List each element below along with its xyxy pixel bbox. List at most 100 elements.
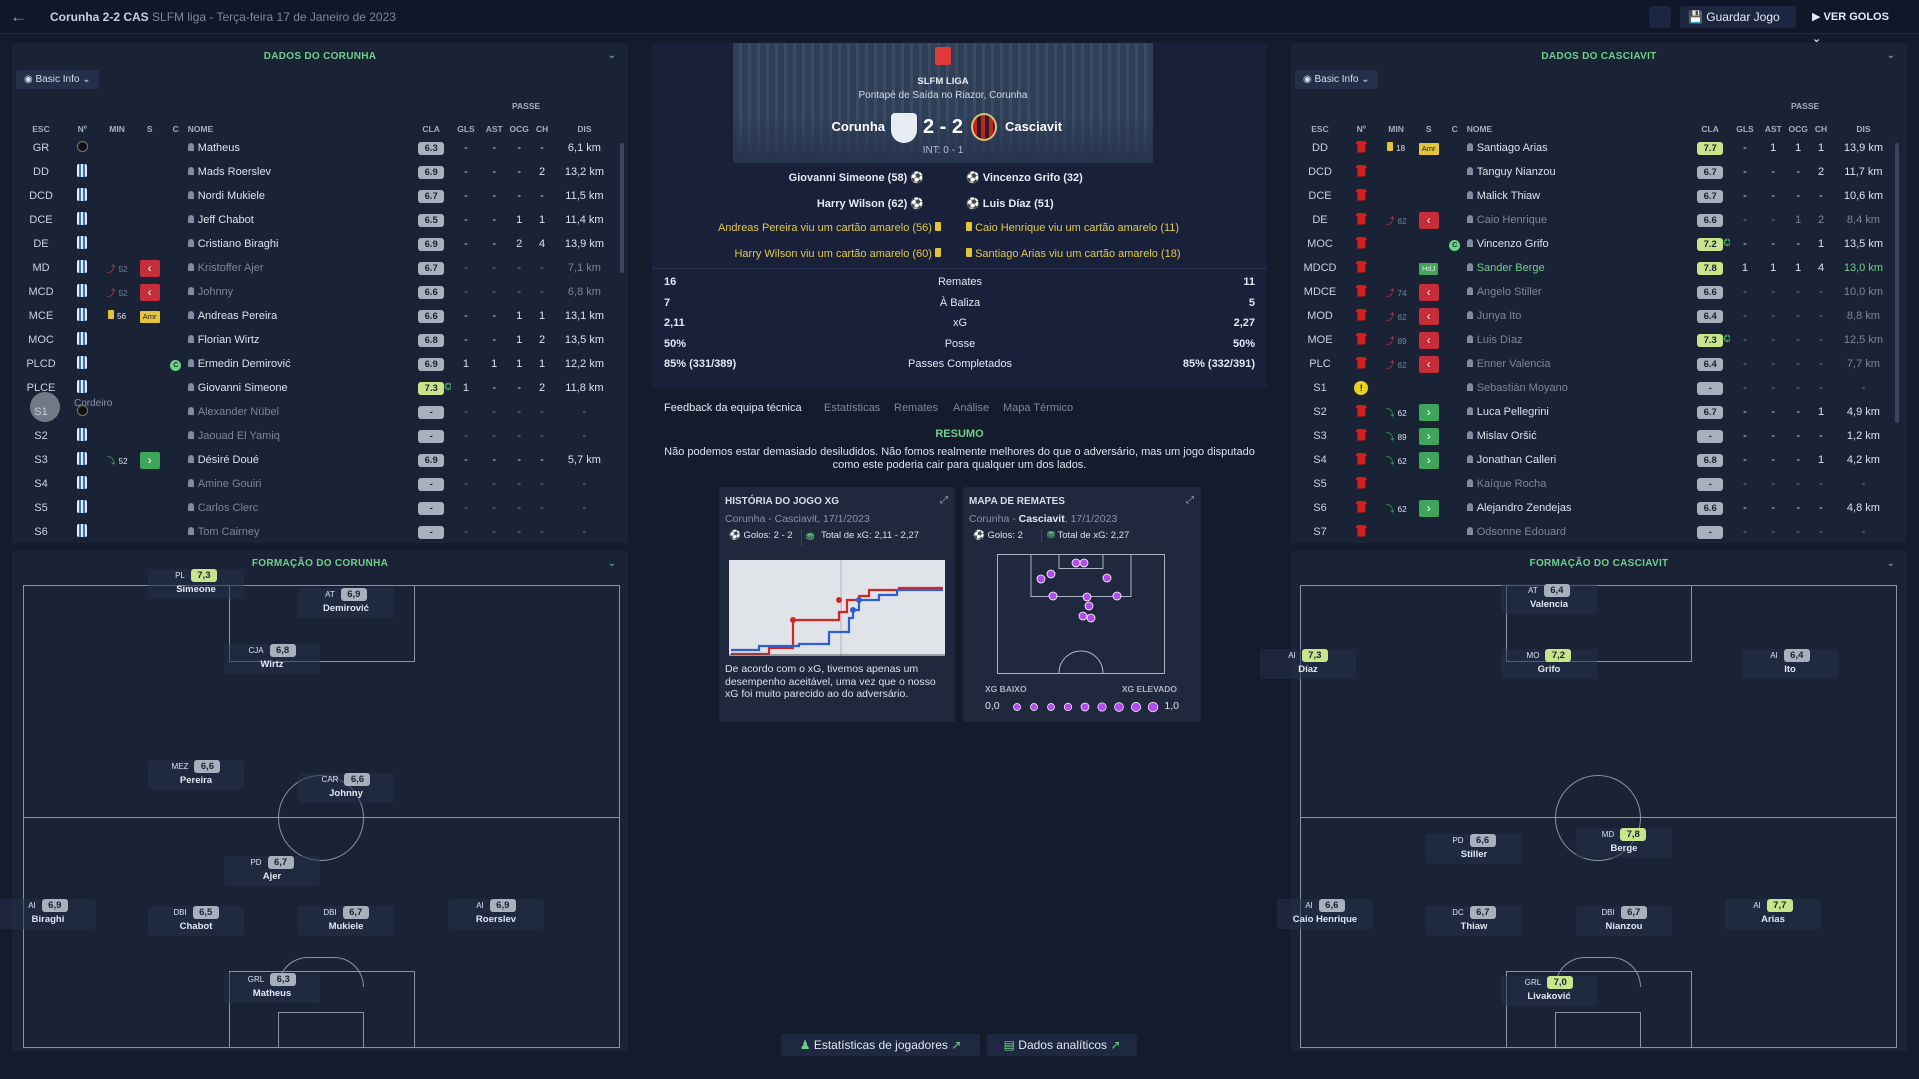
- options-button[interactable]: [1649, 6, 1671, 28]
- col-header-pos[interactable]: ESC: [32, 124, 50, 134]
- table-row[interactable]: MDCD HdJ Sander Berge 7.8 1 1 1 4 13,0 km: [1295, 256, 1895, 280]
- player-name[interactable]: Johnny: [197, 286, 234, 298]
- player-name[interactable]: Mislav Oršić: [1476, 430, 1537, 442]
- tab-shots[interactable]: Remates: [894, 402, 939, 414]
- col-header-chances[interactable]: OCG: [1788, 124, 1808, 134]
- player-name[interactable]: Sander Berge: [1476, 262, 1545, 274]
- col-header-sub[interactable]: S: [1425, 124, 1432, 134]
- col-header-num[interactable]: Nº: [1356, 124, 1366, 134]
- player-name[interactable]: Santiago Arias: [1476, 142, 1548, 154]
- table-row[interactable]: DCD Nordi Mukiele 6.7 - - - - 11,5 km: [16, 184, 616, 208]
- player-name[interactable]: Tom Cairney: [197, 526, 260, 538]
- player-name[interactable]: Giovanni Simeone: [197, 382, 288, 394]
- formation-player[interactable]: GRL 6,3 Matheus: [224, 973, 320, 1003]
- col-header-distance[interactable]: DIS: [577, 124, 592, 134]
- formation-player[interactable]: CJA 6,8 Wirtz: [224, 644, 320, 674]
- col-header-pos[interactable]: ESC: [1311, 124, 1329, 134]
- col-header-num[interactable]: Nº: [77, 124, 87, 134]
- col-header-name[interactable]: NOME: [1466, 124, 1493, 134]
- table-row[interactable]: PLCE Giovanni Simeone 7.3 ✪ 1 - - 2 11,8 km: [16, 376, 616, 400]
- col-header-ch[interactable]: CH: [535, 124, 549, 134]
- table-row[interactable]: S7 Odsonne Edouard - - - - - -: [1295, 520, 1895, 544]
- player-name[interactable]: Enner Valencia: [1476, 358, 1551, 370]
- formation-player[interactable]: DBI 6,7 Nianzou: [1576, 906, 1672, 936]
- formation-player[interactable]: PD 6,7 Ajer: [224, 856, 320, 886]
- col-header-min[interactable]: MIN: [109, 124, 125, 134]
- player-name[interactable]: Luca Pellegrini: [1476, 406, 1549, 418]
- table-row[interactable]: S3 ⤵ 52 › Désiré Doué 6.9- - - -5,7 km: [16, 448, 616, 472]
- chevron-down-icon[interactable]: ⌄: [607, 50, 616, 61]
- formation-player[interactable]: MO 7,2 Grifo: [1501, 649, 1597, 679]
- away-table-scrollbar[interactable]: [1895, 143, 1899, 423]
- formation-player[interactable]: AI 6,9 Biraghi: [0, 899, 96, 929]
- expand-icon[interactable]: ⤢: [940, 495, 948, 506]
- tab-analysis[interactable]: Análise: [953, 402, 990, 414]
- col-header-ch[interactable]: CH: [1814, 124, 1828, 134]
- formation-player[interactable]: DBI 6,7 Mukiele: [298, 906, 394, 936]
- home-team-name[interactable]: Corunha: [831, 119, 885, 134]
- formation-player[interactable]: AI 7,3 Díaz: [1260, 649, 1356, 679]
- player-name[interactable]: Vincenzo Grifo: [1476, 238, 1549, 250]
- col-header-chances[interactable]: OCG: [509, 124, 529, 134]
- col-header-name[interactable]: NOME: [187, 124, 214, 134]
- formation-player[interactable]: PL 7,3 Simeone: [148, 569, 244, 599]
- tab-statistics[interactable]: Estatísticas: [824, 402, 881, 414]
- table-row[interactable]: DCE Malick Thiaw 6.7 - - - - 10,6 km: [1295, 184, 1895, 208]
- formation-player[interactable]: MD 7,8 Berge: [1576, 828, 1672, 858]
- player-name[interactable]: Andreas Pereira: [197, 310, 278, 322]
- table-row[interactable]: MOD ⤴ 62 ‹ Junya Ito 6.4- - - -8,8 km: [1295, 304, 1895, 328]
- formation-player[interactable]: AI 7,7 Arias: [1725, 899, 1821, 929]
- table-row[interactable]: MOE ⤴ 89 ‹ Luis Díaz 7.3 ✪ - - - -12,5 km: [1295, 328, 1895, 352]
- tab-heatmap[interactable]: Mapa Térmico: [1003, 402, 1074, 414]
- home-table-scrollbar[interactable]: [620, 143, 624, 273]
- chevron-down-icon[interactable]: ⌄: [1886, 50, 1895, 61]
- xg-story-card[interactable]: HISTÓRIA DO JOGO XG ⤢ Corunha - Casciavi…: [719, 487, 955, 722]
- table-row[interactable]: MD ⤴ 52 ‹ Kristoffer Ajer 6.7- - - -7,1 km: [16, 256, 616, 280]
- player-name[interactable]: Alejandro Zendejas: [1476, 502, 1572, 514]
- formation-player[interactable]: MEZ 6,6 Pereira: [148, 760, 244, 790]
- player-name[interactable]: Caio Henrique: [1476, 214, 1548, 226]
- table-row[interactable]: S4 ⤵ 62 › Jonathan Calleri 6.8- - -1 4,2 km: [1295, 448, 1895, 472]
- player-name[interactable]: Carlos Clerc: [197, 502, 259, 514]
- analytics-data-button[interactable]: ▤ Dados analíticos ↗: [987, 1034, 1137, 1056]
- player-name[interactable]: Matheus: [197, 142, 240, 154]
- player-name[interactable]: Jeff Chabot: [197, 214, 254, 226]
- formation-player[interactable]: AI 6,4 Ito: [1742, 649, 1838, 679]
- player-name[interactable]: Alexander Nübel: [197, 406, 280, 418]
- formation-player[interactable]: AI 6,9 Roerslev: [448, 899, 544, 929]
- player-name[interactable]: Odsonne Edouard: [1476, 526, 1566, 538]
- view-goals-button[interactable]: ▶ VER GOLOS ⌄: [1804, 6, 1909, 45]
- player-name[interactable]: Jaouad El Yamiq: [197, 430, 280, 442]
- player-name[interactable]: Ermedin Demirović: [197, 358, 291, 370]
- formation-player[interactable]: DC 6,7 Thiaw: [1426, 906, 1522, 936]
- formation-player[interactable]: DBI 6,5 Chabot: [148, 906, 244, 936]
- table-row[interactable]: S6 Tom Cairney - - - - - -: [16, 520, 616, 544]
- chevron-down-icon[interactable]: ⌄: [607, 558, 616, 569]
- save-game-button[interactable]: 💾 Guardar Jogo: [1680, 6, 1796, 28]
- table-row[interactable]: PLC ⤴ 62 ‹ Enner Valencia 6.4- - - -7,7 km: [1295, 352, 1895, 376]
- formation-player[interactable]: PD 6,6 Stiller: [1426, 834, 1522, 864]
- table-row[interactable]: DE Cristiano Biraghi 6.9 - - 2 4 13,9 km: [16, 232, 616, 256]
- col-header-goals[interactable]: GLS: [1736, 124, 1754, 134]
- player-name[interactable]: Malick Thiaw: [1476, 190, 1541, 202]
- table-row[interactable]: MOC Florian Wirtz 6.8 - - 1 2 13,5 km: [16, 328, 616, 352]
- player-name[interactable]: Mads Roerslev: [197, 166, 272, 178]
- col-header-assists[interactable]: AST: [1764, 124, 1782, 134]
- table-row[interactable]: MOC C Vincenzo Grifo 7.2 ✪ - - - 1 13,5 km: [1295, 232, 1895, 256]
- player-name[interactable]: Kaíque Rocha: [1476, 478, 1547, 490]
- col-header-rating[interactable]: CLA: [422, 124, 440, 134]
- shot-map-card[interactable]: MAPA DE REMATES ⤢ Corunha - Casciavit, 1…: [963, 487, 1201, 722]
- player-name[interactable]: Sebastián Moyano: [1476, 382, 1568, 394]
- player-stats-button[interactable]: ♟ Estatísticas de jogadores ↗: [781, 1034, 980, 1056]
- away-team-name[interactable]: Casciavit: [1005, 119, 1063, 134]
- formation-player[interactable]: GRL 7,0 Livaković: [1501, 976, 1597, 1006]
- player-name[interactable]: Tanguy Nianzou: [1476, 166, 1556, 178]
- table-row[interactable]: DE ⤴ 62 ‹ Caio Henrique 6.6- -1 2 8,4 km: [1295, 208, 1895, 232]
- col-header-captain[interactable]: C: [172, 124, 179, 134]
- player-name[interactable]: Désiré Doué: [197, 454, 259, 466]
- tab-feedback[interactable]: Feedback da equipa técnica: [664, 402, 802, 414]
- player-name[interactable]: Kristoffer Ajer: [197, 262, 264, 274]
- player-name[interactable]: Luis Díaz: [1476, 334, 1523, 346]
- player-name[interactable]: Junya Ito: [1476, 310, 1522, 322]
- table-row[interactable]: S5 Kaíque Rocha - - - - - -: [1295, 472, 1895, 496]
